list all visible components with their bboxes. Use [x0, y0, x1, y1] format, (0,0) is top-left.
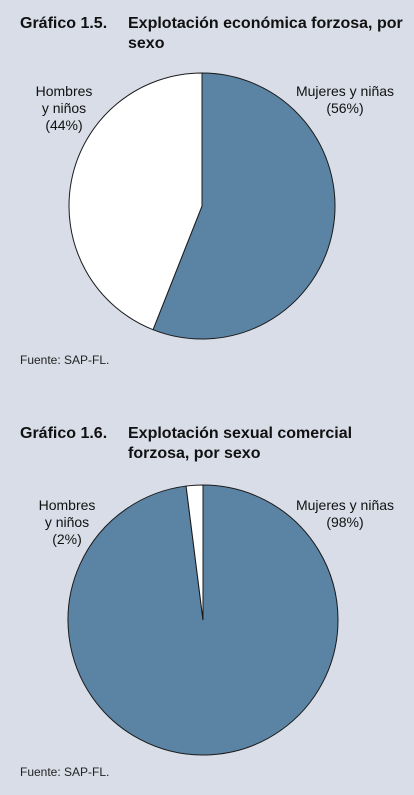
chart-title: Gráfico 1.5. Explotación económica forzo…	[20, 14, 410, 54]
chart-explotacion-economica: Gráfico 1.5. Explotación económica forzo…	[0, 0, 414, 390]
source-note: Fuente: SAP-FL.	[20, 353, 110, 367]
pie-chart: Mujeres y niñas (56%) Hombres y niños (44%)	[36, 72, 394, 340]
chart-title-text: Explotación económica forzosa, por sexo	[128, 15, 403, 52]
chart-title-text: Explotación sexual comercial forzosa, po…	[128, 425, 353, 462]
figure-number: Gráfico 1.5.	[20, 15, 108, 32]
figure-number: Gráfico 1.6.	[20, 425, 108, 442]
pie-slice-mujeres-ninas	[152, 72, 336, 340]
chart-explotacion-sexual: Gráfico 1.6. Explotación sexual comercia…	[0, 410, 414, 795]
chart-title: Gráfico 1.6. Explotación sexual comercia…	[20, 424, 410, 464]
source-note: Fuente: SAP-FL.	[20, 765, 110, 779]
slice-label-mujeres-ninas: Mujeres y niñas (56%)	[296, 83, 394, 116]
slice-label-hombres-ninos: Hombres y niños (2%)	[39, 497, 96, 547]
pie-chart: Mujeres y niñas (98%) Hombres y niños (2%)	[39, 484, 394, 756]
slice-label-mujeres-ninas: Mujeres y niñas (98%)	[296, 497, 394, 530]
slice-label-hombres-ninos: Hombres y niños (44%)	[36, 83, 93, 133]
pie-slice-hombres-ninos	[185, 484, 204, 621]
pie-slice-hombres-ninos	[68, 72, 203, 331]
